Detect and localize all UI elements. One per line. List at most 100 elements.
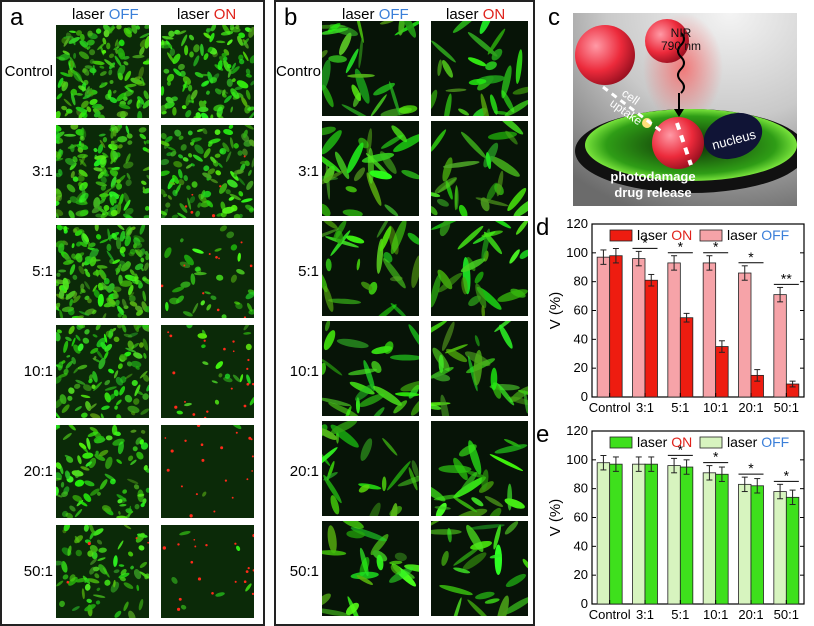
bar-laser-off [632,258,646,398]
micrograph-image [56,425,149,518]
micrograph-laser-off [322,221,419,316]
micrograph-image [161,225,254,318]
nanoparticle-1 [575,25,635,85]
row-label: 50:1 [23,563,53,580]
micrograph-image [322,121,419,216]
micrograph-laser-off [322,21,419,116]
row-label: 10:1 [289,363,319,380]
micrograph-laser-on [161,425,254,518]
micrograph-laser-on [161,125,254,218]
micrograph-image [322,421,419,516]
bar-laser-on [644,279,658,398]
nucleus-shape [703,112,763,160]
y-tick-label: 80 [574,274,588,289]
micrograph-image [431,221,528,316]
micrograph-image [322,521,419,616]
micrograph-laser-off [322,121,419,216]
x-tick-label: 50:1 [774,400,799,415]
y-tick-label: 100 [566,245,588,260]
micrograph-image [56,225,149,318]
panel-c: c [540,0,814,212]
micrograph-image [431,521,528,616]
micrograph-laser-on [431,21,528,116]
row-label: 3:1 [32,163,53,180]
micrograph-laser-on [431,521,528,616]
x-tick-label: 5:1 [671,607,689,622]
micrograph-laser-on [161,325,254,418]
micrograph-image [161,325,254,418]
micrograph-laser-on [161,225,254,318]
micrograph-laser-on [161,525,254,618]
legend-label: laser ON [637,227,692,243]
x-tick-label: Control [589,607,631,622]
row-label: 5:1 [32,263,53,280]
panel-a-col-laser-off: laser OFF [72,6,139,23]
y-axis-label: V (%) [547,499,564,537]
legend-state: ON [671,434,692,450]
micrograph-image [56,325,149,418]
micrograph-laser-off [56,425,149,518]
micrograph-laser-off [56,325,149,418]
y-tick-label: 20 [574,360,588,375]
micrograph-image [322,21,419,116]
significance-marker: * [642,234,648,250]
micrograph-laser-off [56,25,149,118]
row-label: 10:1 [23,363,53,380]
panel-b-col-laser-on: laser ON [446,6,505,23]
y-tick-label: 60 [574,510,588,525]
plot-frame [591,223,805,398]
legend-state: ON [671,227,692,243]
schematic-svg: NIR 790 nm cell uptake nucleus photodama… [573,13,797,206]
panel-a-label: a [10,4,24,31]
bar-laser-off [773,491,787,605]
col-state: OFF [378,6,409,23]
x-tick-label: 5:1 [671,400,689,415]
panel-c-label: c [548,4,560,31]
micrograph-laser-on [431,321,528,416]
panel-d: d 0 20 40 60 80 100 120 V (%) Control * 3:1 * 5:1 * 10… [536,212,814,419]
schematic-illustration: NIR 790 nm cell uptake nucleus photodama… [573,13,797,206]
legend-prefix: laser [727,434,761,450]
y-tick-label: 0 [581,389,588,404]
row-label: 3:1 [298,163,319,180]
col-prefix: laser [342,6,379,23]
bar-laser-on [750,485,764,605]
y-tick-label: 100 [566,452,588,467]
micrograph-laser-off [56,125,149,218]
legend-swatch [699,229,723,242]
legend-prefix: laser [727,227,761,243]
significance-marker: * [748,249,754,265]
row-label: Control [4,63,53,80]
y-tick-label: 120 [566,216,588,231]
micrograph-image [322,221,419,316]
micrograph-laser-on [431,221,528,316]
micrograph-laser-on [431,121,528,216]
row-label: 5:1 [298,263,319,280]
significance-marker: * [713,449,719,465]
legend-label: laser OFF [727,227,789,243]
bar-laser-on [715,473,729,605]
legend-label: laser ON [637,434,692,450]
bar-laser-on [609,255,623,398]
micrograph-image [431,21,528,116]
legend-prefix: laser [637,434,671,450]
y-tick-label: 40 [574,331,588,346]
micrograph-laser-off [322,321,419,416]
legend-prefix: laser [637,227,671,243]
col-state: ON [213,6,237,23]
legend-state: OFF [761,227,789,243]
row-label: 50:1 [289,563,319,580]
micrograph-laser-on [161,25,254,118]
bar-laser-off [596,256,611,398]
x-tick-label: 10:1 [703,400,728,415]
bar-laser-on [785,496,800,605]
panel-e: e 0 20 40 60 80 100 120 V (%) Control 3:1 * 5:1 * 10:… [536,419,814,626]
significance-marker: * [713,239,719,255]
panel-e-label: e [536,421,550,448]
chart-e: 0 20 40 60 80 100 120 V (%) Control 3:1 * 5:1 * 10:1 *… [547,423,805,622]
bar-laser-off [632,463,646,605]
photodamage-label: photodamage [610,169,695,184]
x-tick-label: 3:1 [636,607,654,622]
col-prefix: laser [177,6,214,23]
x-tick-label: 20:1 [738,607,763,622]
